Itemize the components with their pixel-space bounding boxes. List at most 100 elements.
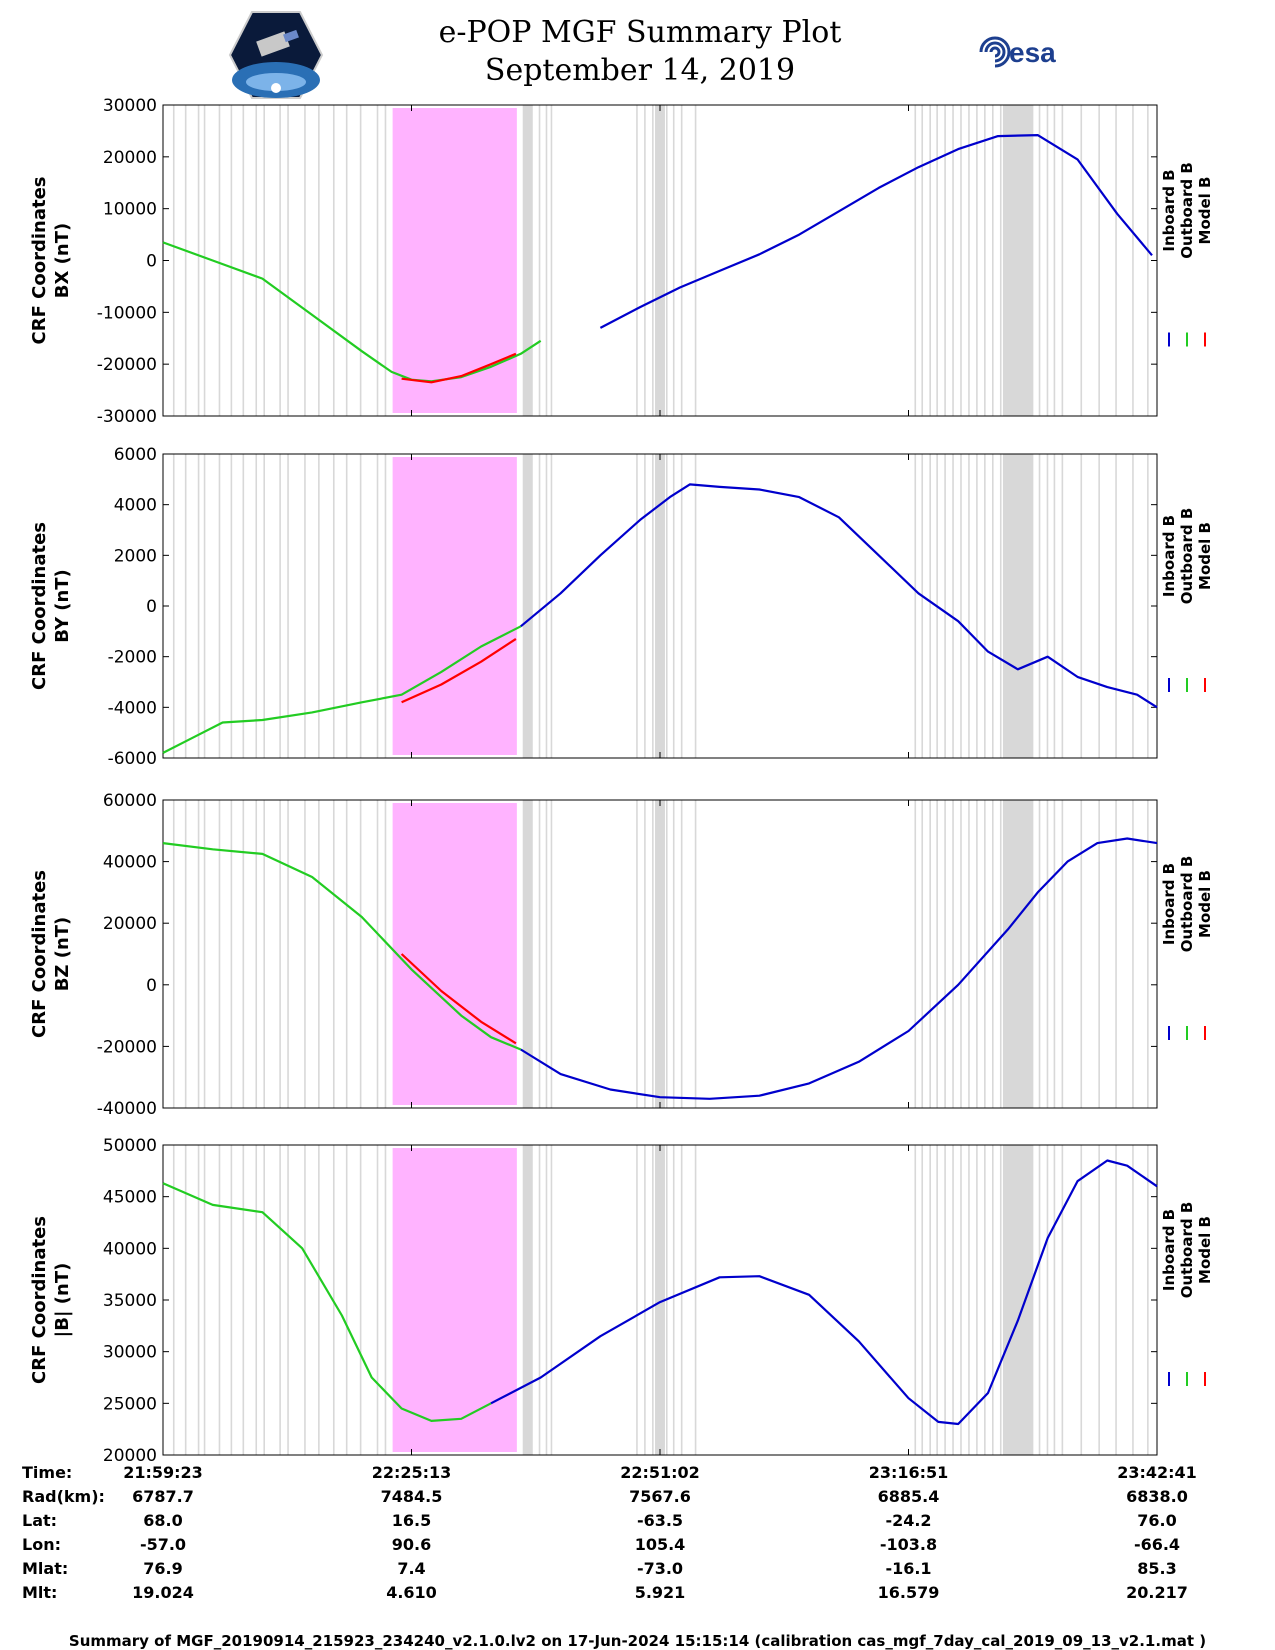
ephemeris-value: 16.579 [878, 1583, 940, 1602]
legend-label: Model B [1196, 177, 1214, 245]
flag-bar [944, 800, 946, 1108]
panel-1: -30000 -20000 -10000 0 10000 20000 30000 CRF Co… [29, 96, 1214, 427]
flag-bar [921, 105, 924, 416]
series-line-model-b [400, 953, 517, 1045]
y-tick-label: 0 [146, 252, 157, 272]
flag-block [1002, 800, 1033, 1108]
flag-bar [172, 454, 175, 758]
flag-bar [279, 1145, 281, 1455]
flag-bar [359, 105, 362, 416]
plot-title: e-POP MGF Summary Plot [438, 15, 842, 50]
flag-block [1002, 454, 1033, 758]
flag-bar [304, 454, 306, 758]
flag-bar [550, 800, 553, 1108]
y-tick-label: 20000 [103, 148, 157, 168]
flag-bar [376, 800, 379, 1108]
legend-label: Model B [1196, 1216, 1214, 1284]
series-line-inboard-b [520, 483, 1158, 709]
series-line-inboard-b [599, 134, 1153, 329]
flag-bar [1080, 105, 1083, 416]
flag-bar [197, 454, 200, 758]
y-tick-label: -6000 [108, 749, 157, 769]
flag-bar [304, 800, 306, 1108]
flag-bar [984, 454, 986, 758]
ephemeris-value: 21:59:23 [123, 1463, 203, 1482]
flag-bar [287, 1145, 289, 1455]
flag-bar [263, 1145, 265, 1455]
flag-bar [184, 105, 187, 416]
flag-bar [680, 105, 683, 416]
ephemeris-value: 5.921 [635, 1583, 686, 1602]
legend-label: Model B [1196, 870, 1214, 938]
series-line-outboard-b [162, 625, 522, 754]
flag-bar [644, 1145, 646, 1455]
ephemeris-value: -24.2 [885, 1511, 931, 1530]
ephemeris-row-label: Mlat: [22, 1559, 68, 1578]
y-tick-label: -4000 [108, 698, 157, 718]
flag-bar [644, 105, 646, 416]
flag-bar [304, 1145, 306, 1455]
flag-bar [263, 105, 265, 416]
flag-bar [984, 1145, 986, 1455]
flag-block [1002, 1145, 1033, 1455]
magenta-shade [392, 803, 517, 1105]
flag-bar [936, 1145, 938, 1455]
svg-text:esa: esa [1009, 37, 1056, 68]
ephemeris-value: 105.4 [635, 1535, 686, 1554]
ephemeris-value: 76.0 [1137, 1511, 1176, 1530]
flag-bar [991, 105, 994, 416]
plot-date: September 14, 2019 [484, 53, 796, 88]
flag-bar [197, 105, 200, 416]
ephemeris-value: -63.5 [637, 1511, 683, 1530]
flag-bar [1046, 105, 1049, 416]
flag-bar [242, 105, 245, 416]
y-tick-label: -40000 [97, 1099, 157, 1119]
y-tick-label: -20000 [97, 355, 157, 375]
series-line-inboard-b [520, 837, 1158, 1100]
flag-bar [359, 454, 362, 758]
flag-bar [538, 105, 541, 416]
flag-bar [636, 800, 638, 1108]
ephemeris-value: 23:42:41 [1117, 1463, 1197, 1482]
flag-bar [345, 1145, 348, 1455]
ephemeris-value: 23:16:51 [869, 1463, 949, 1482]
flag-bar [384, 105, 387, 416]
flag-bar [921, 454, 924, 758]
ephemeris-row-label: Lat: [22, 1511, 57, 1530]
flag-bar [968, 105, 970, 416]
ephemeris-value: 19.024 [132, 1583, 194, 1602]
flag-bar [968, 454, 970, 758]
flag-bar [952, 1145, 954, 1455]
flag-bar [968, 800, 970, 1108]
flag-bar [172, 800, 175, 1108]
flag-bar [184, 800, 187, 1108]
flag-bar [550, 1145, 553, 1455]
flag-bar [1046, 800, 1049, 1108]
flag-bar [694, 454, 697, 758]
flag-bar [929, 1145, 931, 1455]
flag-bar [976, 454, 978, 758]
ephemeris-row-label: Lon: [22, 1535, 61, 1554]
y-tick-label: 35000 [103, 1291, 157, 1311]
flag-bar [230, 800, 233, 1108]
ephemeris-value: 22:25:13 [372, 1463, 452, 1482]
flag-bar [263, 800, 265, 1108]
flag-bar [545, 105, 548, 416]
flag-bar [1046, 454, 1049, 758]
flag-bar [929, 105, 931, 416]
series-line-outboard-b [162, 1182, 492, 1423]
y-tick-label: 0 [146, 597, 157, 617]
ephemeris-value: 16.5 [392, 1511, 431, 1530]
y-tick-label: 40000 [103, 1239, 157, 1259]
magenta-shade [392, 108, 517, 413]
flag-bar [1147, 454, 1149, 758]
flag-bar [197, 1145, 200, 1455]
y-tick-label: 4000 [114, 496, 157, 516]
flag-bar [914, 800, 917, 1108]
ephemeris-value: -16.1 [885, 1559, 931, 1578]
flag-bar [665, 800, 668, 1108]
flag-bar [644, 454, 646, 758]
flag-bar [550, 105, 553, 416]
flag-bar [376, 454, 379, 758]
flag-bar [968, 1145, 970, 1455]
